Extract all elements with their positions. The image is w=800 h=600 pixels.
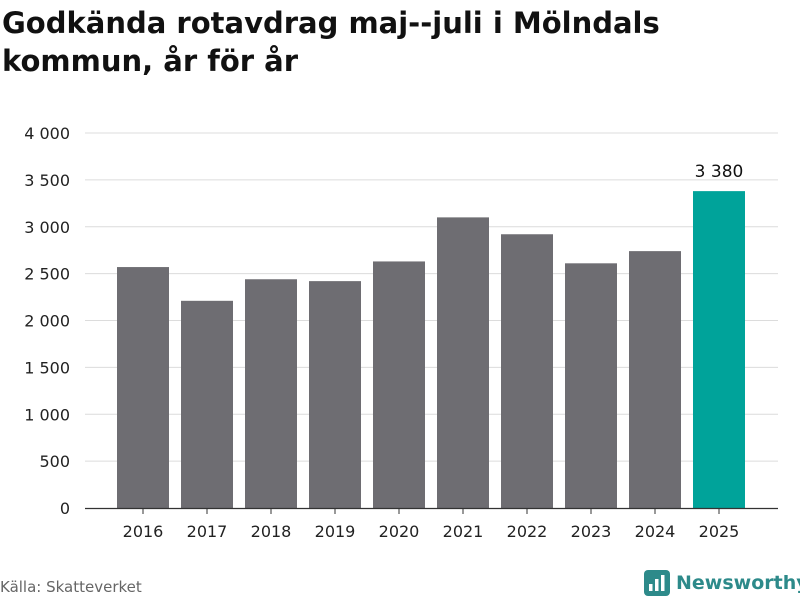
x-tick-label: 2017: [187, 522, 228, 541]
data-label: 3 380: [695, 162, 744, 182]
y-tick-label: 2 000: [24, 312, 70, 331]
bar-2017: [181, 300, 233, 508]
brand-logo[interactable]: Newsworthy: [644, 570, 800, 596]
y-axis-tick-labels: 0 500 1 000 1 500 2 000 2 500 3 000 3 500 4 000: [24, 124, 70, 518]
y-tick-label: 1 500: [24, 358, 70, 377]
x-tick-label: 2023: [571, 522, 612, 541]
brand-name: Newsworthy: [676, 572, 800, 594]
y-tick-label: 4 000: [24, 124, 70, 143]
bar-2023: [565, 263, 617, 508]
y-tick-label: 2 500: [24, 265, 70, 284]
bar-2016: [117, 267, 169, 508]
x-tick-label: 2016: [123, 522, 164, 541]
x-tick-label: 2020: [379, 522, 420, 541]
x-tick-label: 2019: [315, 522, 356, 541]
bar-2018: [245, 279, 297, 508]
x-axis-tick-labels: 2016 2017 2018 2019 2020 2021 2022 2023 2024 2025: [123, 522, 740, 541]
y-tick-label: 3 500: [24, 171, 70, 190]
y-tick-label: 500: [39, 452, 70, 471]
bars: [117, 191, 745, 508]
source-note: Källa: Skatteverket: [0, 578, 142, 596]
bar-2024: [629, 251, 681, 508]
x-tick-label: 2025: [699, 522, 740, 541]
y-tick-label: 3 000: [24, 218, 70, 237]
y-tick-label: 0: [60, 499, 70, 518]
bar-2022: [501, 234, 553, 508]
bar-2025: [693, 191, 745, 508]
x-tick-label: 2021: [443, 522, 484, 541]
chart-title: Godkända rotavdrag maj--juli i Mölndals …: [2, 6, 660, 78]
x-tick-label: 2024: [635, 522, 676, 541]
bar-2019: [309, 281, 361, 508]
y-tick-label: 1 000: [24, 405, 70, 424]
x-tick-label: 2018: [251, 522, 292, 541]
bar-2021: [437, 217, 489, 508]
bar-chart-logo-icon: [644, 570, 670, 596]
bar-2020: [373, 261, 425, 508]
data-labels: 3 380: [695, 162, 744, 182]
x-axis: [85, 507, 778, 514]
x-tick-label: 2022: [507, 522, 548, 541]
